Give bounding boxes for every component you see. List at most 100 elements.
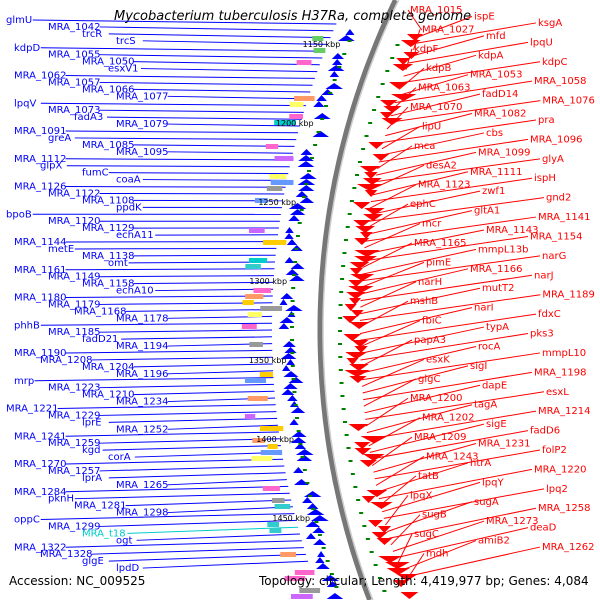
gene-label-mra-1168[interactable]: MRA_1168 [74,306,126,317]
gene-label-mra-1179[interactable]: MRA_1179 [48,299,100,310]
gene-label-mra-1273[interactable]: MRA_1273 [486,516,538,527]
gene-label-esxl[interactable]: esxL [546,387,569,398]
gene-label-mra-1126[interactable]: MRA_1126 [14,182,66,193]
gene-label-mra-1243[interactable]: MRA_1243 [426,451,478,462]
gene-label-mra-1299[interactable]: MRA_1299 [48,521,100,532]
gene-label-amib2[interactable]: amiB2 [478,536,510,547]
gene-label-mra-1194[interactable]: MRA_1194 [116,341,168,352]
gene-label-lpdd[interactable]: lpdD [116,563,139,574]
gene-label-kgd[interactable]: kgd [82,445,101,456]
gene-label-mra-1259[interactable]: MRA_1259 [48,438,100,449]
gene-label-htra[interactable]: htrA [470,458,491,469]
gene-label-ksga[interactable]: ksgA [538,18,562,29]
gene-label-mra-1091[interactable]: MRA_1091 [14,126,66,137]
gene-label-gnd2[interactable]: gnd2 [546,193,571,204]
gene-label-mra-1210[interactable]: MRA_1210 [82,390,134,401]
gene-label-trcr[interactable]: trcR [82,29,102,40]
gene-label-mdh[interactable]: mdh [426,549,448,560]
gene-label-fadd14[interactable]: fadD14 [482,89,518,100]
gene-label-phhb[interactable]: phhB [14,320,40,331]
gene-label-pknh[interactable]: pknH [48,494,74,505]
gene-label-glgc[interactable]: glgC [418,374,440,385]
gene-label-fadd21[interactable]: fadD21 [82,334,118,345]
gene-label-mra-1149[interactable]: MRA_1149 [48,272,100,283]
gene-label-mra-1178[interactable]: MRA_1178 [116,313,168,324]
gene-label-mutt2[interactable]: mutT2 [482,283,514,294]
gene-label-lpre[interactable]: lprE [82,417,102,428]
gene-label-mra-1077[interactable]: MRA_1077 [116,91,168,102]
gene-label-mca[interactable]: mca [414,141,435,152]
gene-label-mra-1200[interactable]: MRA_1200 [410,393,462,404]
gene-label-mmpl13b[interactable]: mmpL13b [478,244,528,255]
gene-label-mra-1129[interactable]: MRA_1129 [82,223,134,234]
gene-label-mra-1082[interactable]: MRA_1082 [474,109,526,120]
gene-label-fadd6[interactable]: fadD6 [530,426,560,437]
gene-label-mra-1265[interactable]: MRA_1265 [116,480,168,491]
gene-label-mra-1108[interactable]: MRA_1108 [82,195,134,206]
gene-label-mra-1027[interactable]: MRA_1027 [422,24,474,35]
gene-label-mra-1050[interactable]: MRA_1050 [82,57,134,68]
gene-label-mra-1070[interactable]: MRA_1070 [410,102,462,113]
gene-label-mra-t18[interactable]: MRA_t18 [82,528,126,539]
gene-label-mra-1079[interactable]: MRA_1079 [116,119,168,130]
gene-label-mra-1015[interactable]: MRA_1015 [410,5,462,16]
gene-label-mra-1190[interactable]: MRA_1190 [14,348,66,359]
gene-label-glmu[interactable]: glmU [6,15,32,26]
gene-label-esxv1[interactable]: esxV1 [108,64,138,75]
gene-label-mfd[interactable]: mfd [486,31,506,42]
gene-label-bpob[interactable]: bpoB [6,209,32,220]
gene-label-mmpl10[interactable]: mmpL10 [542,348,586,359]
gene-label-desa2[interactable]: desA2 [426,160,457,171]
gene-label-omt[interactable]: omt [108,258,128,269]
gene-label-taga[interactable]: tagA [474,400,497,411]
gene-label-glpx[interactable]: glpX [40,161,62,172]
gene-label-ppdk[interactable]: ppdK [116,202,142,213]
gene-label-mra-1189[interactable]: MRA_1189 [542,290,594,301]
gene-label-mra-1062[interactable]: MRA_1062 [14,71,66,82]
gene-label-kdpf[interactable]: kdpF [414,44,438,55]
gene-label-mra-1262[interactable]: MRA_1262 [542,542,594,553]
gene-label-narh[interactable]: narH [418,277,442,288]
gene-label-roca[interactable]: rocA [478,341,501,352]
gene-label-pime[interactable]: pimE [426,257,451,268]
gene-label-fbic[interactable]: fbiC [422,316,442,327]
gene-label-mra-1158[interactable]: MRA_1158 [82,279,134,290]
gene-label-mra-1096[interactable]: MRA_1096 [530,134,582,145]
gene-label-mra-1180[interactable]: MRA_1180 [14,293,66,304]
gene-label-mra-1223[interactable]: MRA_1223 [48,383,100,394]
gene-label-glta1[interactable]: gltA1 [474,206,500,217]
gene-label-echa11[interactable]: echA11 [116,230,154,241]
gene-label-mra-1112[interactable]: MRA_1112 [14,154,66,165]
gene-label-mra-1073[interactable]: MRA_1073 [48,105,100,116]
gene-label-mra-1122[interactable]: MRA_1122 [48,188,100,199]
gene-label-mra-1221[interactable]: MRA_1221 [6,404,58,415]
gene-label-pks3[interactable]: pks3 [530,329,554,340]
gene-label-mra-1231[interactable]: MRA_1231 [478,439,530,450]
gene-label-lpq2[interactable]: lpq2 [546,484,568,495]
gene-label-ispe[interactable]: ispE [474,11,495,22]
gene-label-mra-1063[interactable]: MRA_1063 [418,83,470,94]
gene-label-ogt[interactable]: ogt [116,535,132,546]
gene-label-mra-1138[interactable]: MRA_1138 [82,251,134,262]
gene-label-mra-1284[interactable]: MRA_1284 [14,487,66,498]
gene-label-fdxc[interactable]: fdxC [538,309,561,320]
gene-label-mra-1053[interactable]: MRA_1053 [470,70,522,81]
gene-label-lpqx[interactable]: lpqX [410,490,432,501]
gene-label-mra-1057[interactable]: MRA_1057 [48,77,100,88]
gene-label-mra-1085[interactable]: MRA_1085 [82,140,134,151]
gene-label-mra-1143[interactable]: MRA_1143 [486,225,538,236]
gene-label-mra-1111[interactable]: MRA_1111 [470,167,522,178]
gene-label-mra-1204[interactable]: MRA_1204 [82,362,134,373]
gene-label-mra-1214[interactable]: MRA_1214 [538,406,590,417]
gene-label-cbs[interactable]: cbs [486,128,503,139]
gene-label-glge[interactable]: glgE [82,556,104,567]
gene-label-fada3[interactable]: fadA3 [74,112,103,123]
gene-label-mra-1241[interactable]: MRA_1241 [14,431,66,442]
gene-label-mra-1076[interactable]: MRA_1076 [542,96,594,107]
gene-label-echa10[interactable]: echA10 [116,286,154,297]
gene-label-folp2[interactable]: folP2 [542,445,567,456]
gene-label-mra-1281[interactable]: MRA_1281 [74,501,126,512]
gene-label-narj[interactable]: narJ [534,270,554,281]
gene-label-kdpd[interactable]: kdpD [14,43,40,54]
gene-label-zwf1[interactable]: zwf1 [482,186,505,197]
